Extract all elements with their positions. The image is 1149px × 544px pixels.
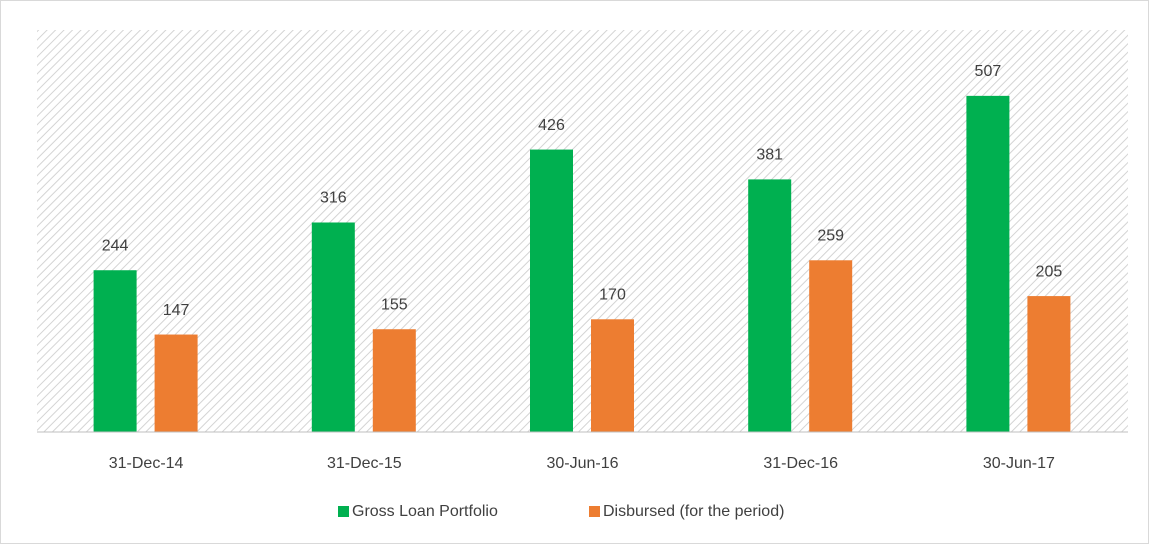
- bar: [748, 179, 792, 432]
- legend-swatch: [589, 506, 600, 517]
- data-label: 147: [163, 302, 190, 319]
- bar: [966, 95, 1010, 432]
- bar: [93, 270, 137, 432]
- bar: [809, 260, 853, 432]
- bar: [372, 329, 416, 432]
- data-label: 259: [817, 228, 844, 245]
- data-label: 316: [320, 190, 347, 207]
- bar: [154, 334, 198, 432]
- x-tick-label: 30-Jun-16: [546, 455, 618, 472]
- x-tick-label: 31-Dec-16: [763, 455, 838, 472]
- data-label: 426: [538, 117, 565, 134]
- data-label: 205: [1036, 263, 1063, 280]
- data-label: 381: [756, 147, 783, 164]
- legend-swatch: [338, 506, 349, 517]
- data-label: 155: [381, 296, 408, 313]
- x-tick-label: 31-Dec-14: [109, 455, 184, 472]
- bar: [530, 149, 573, 432]
- x-tick-label: 31-Dec-15: [327, 455, 402, 472]
- x-tick-label: 30-Jun-17: [983, 455, 1055, 472]
- plot-area: [37, 30, 1128, 432]
- data-label: 244: [102, 237, 129, 254]
- bar: [311, 222, 355, 432]
- bar: [1027, 296, 1071, 432]
- bar: [591, 319, 634, 432]
- legend-label: Gross Loan Portfolio: [352, 503, 498, 520]
- legend-label: Disbursed (for the period): [603, 503, 784, 520]
- data-label: 170: [599, 287, 626, 304]
- data-label: 507: [975, 63, 1002, 80]
